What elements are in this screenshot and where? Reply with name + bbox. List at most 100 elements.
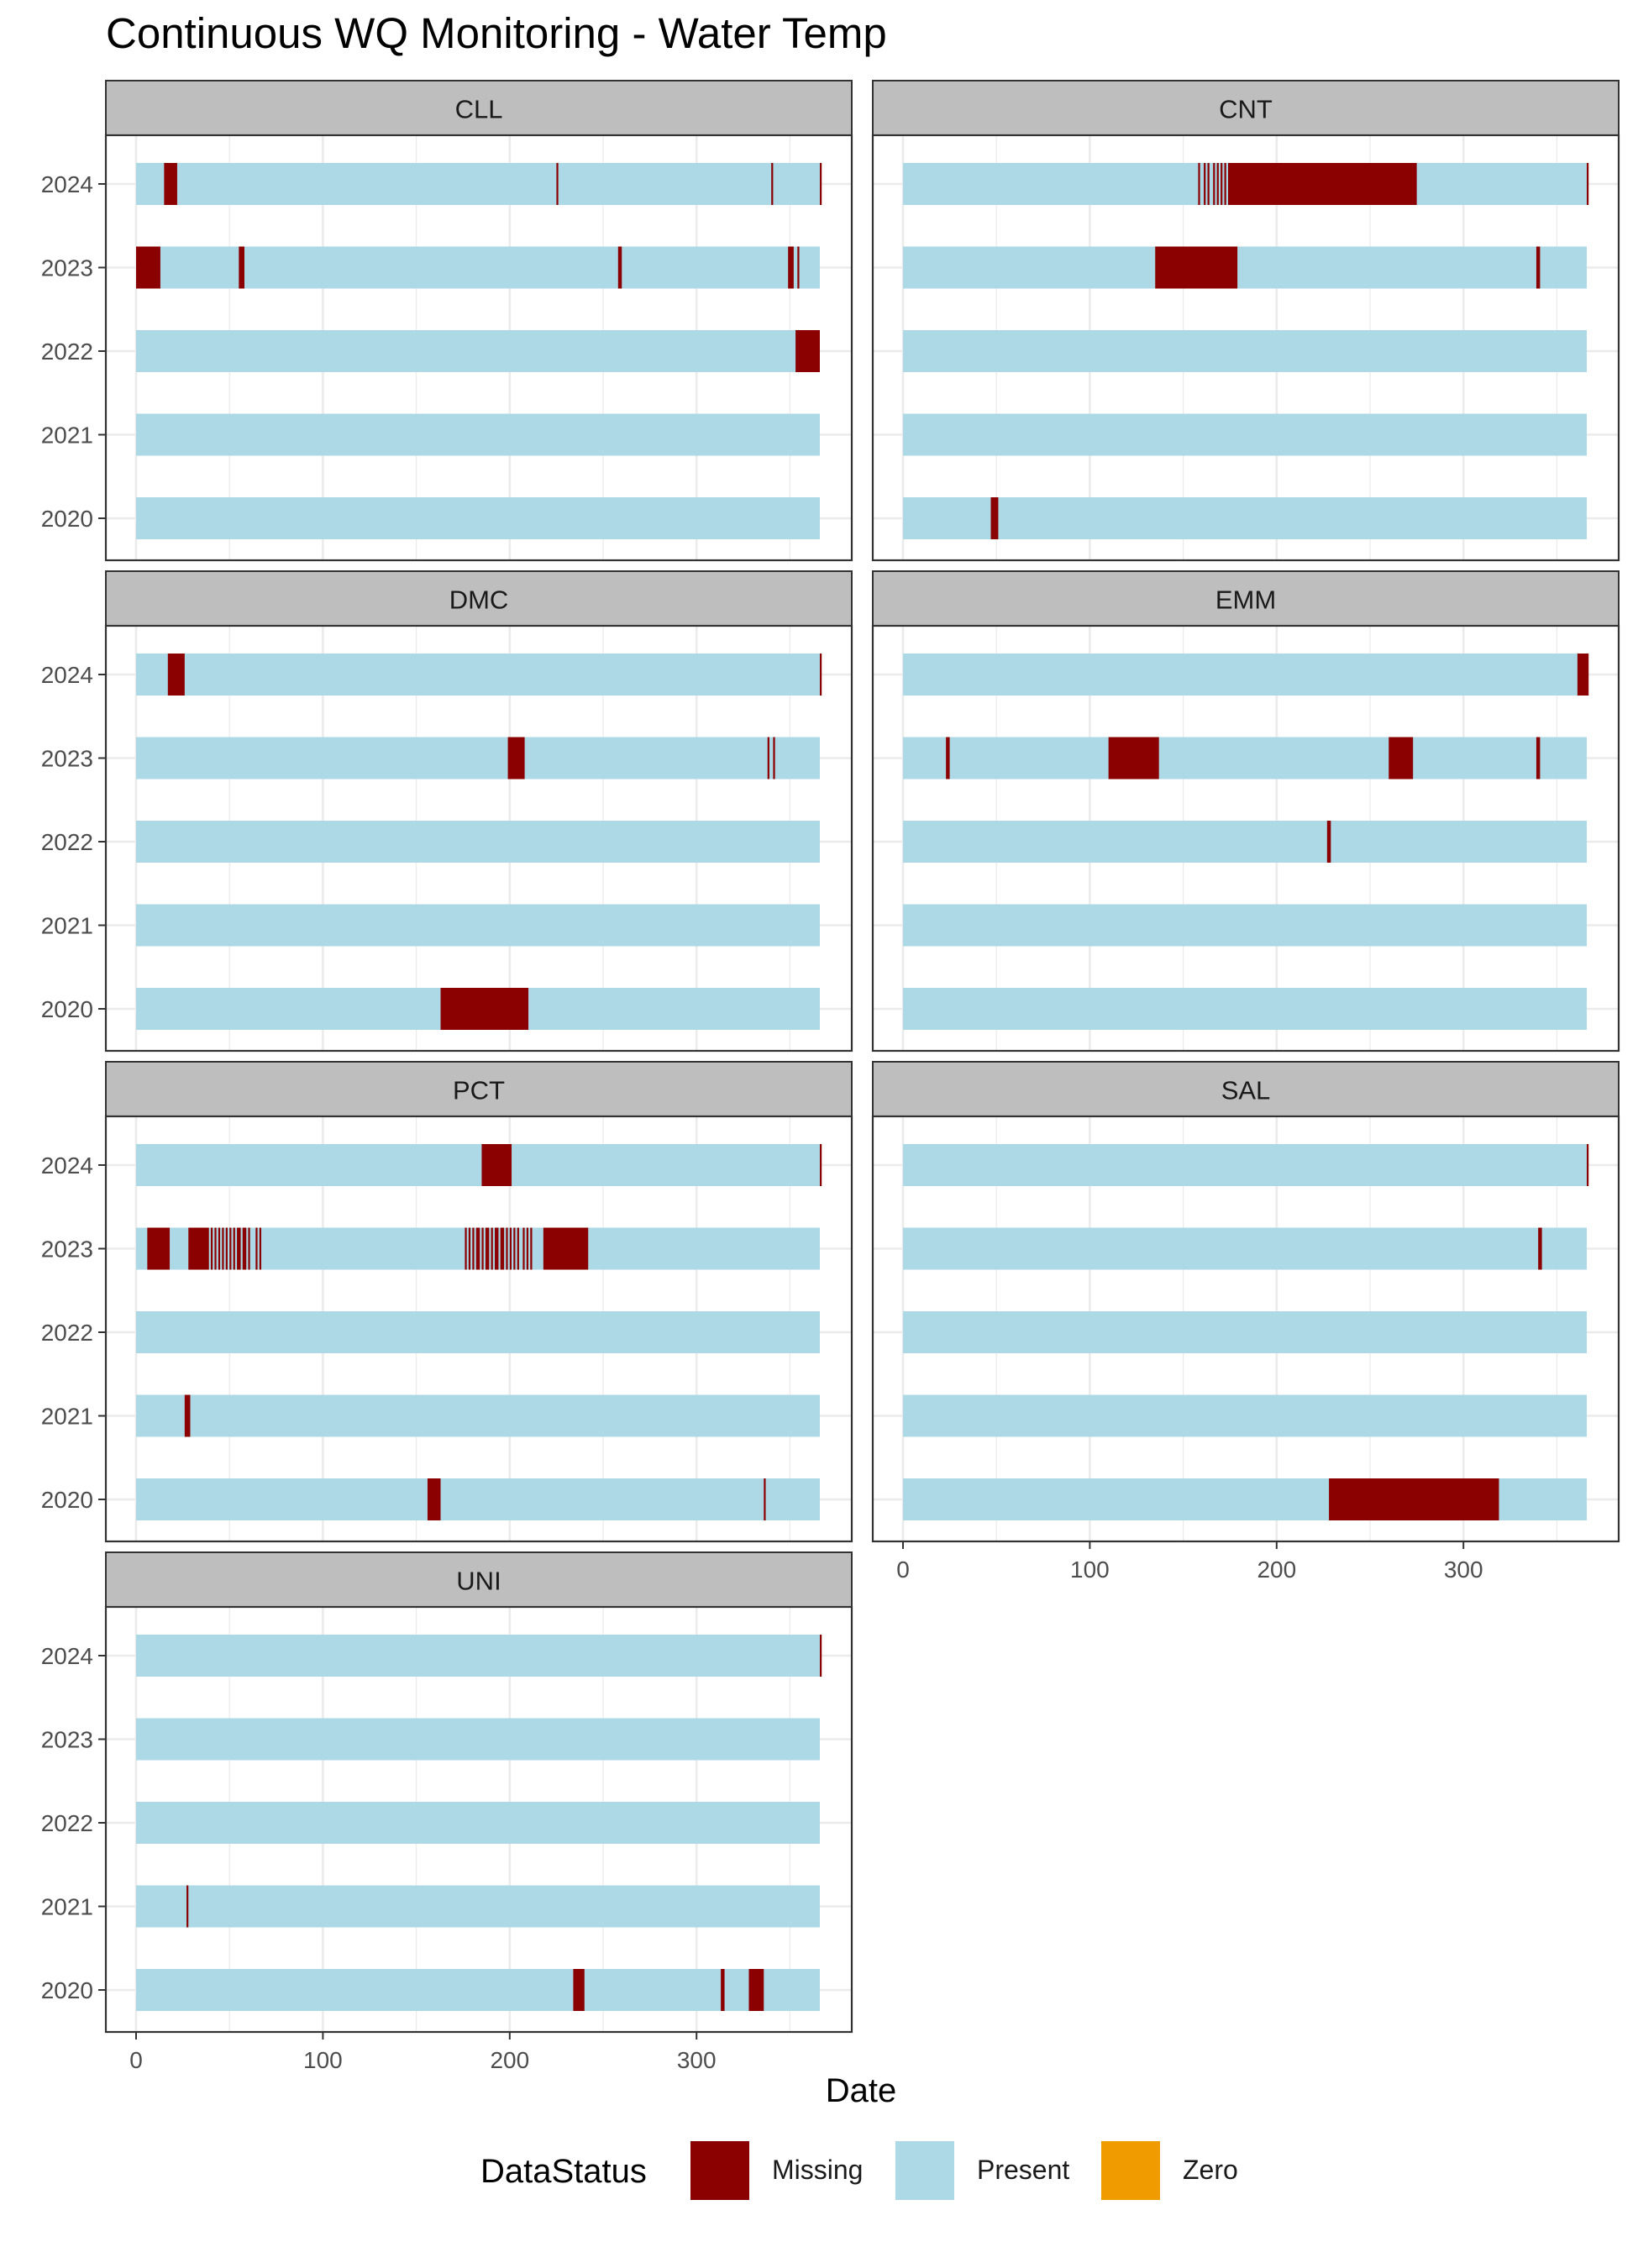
- bar-missing-2023: [522, 1227, 525, 1270]
- bar-missing-2023: [543, 1227, 589, 1270]
- bar-present-2022: [136, 1311, 820, 1353]
- bar-missing-2023: [233, 1227, 235, 1270]
- facet-panel-pct: PCT 2024 2023 2022 2021 2020: [41, 1061, 853, 1543]
- bar-missing-2020: [990, 497, 999, 539]
- facet-strip: [872, 570, 1620, 627]
- bar-present-2022: [903, 330, 1587, 372]
- facet-panel-cnt: CNT: [871, 80, 1620, 562]
- y-tick-label: 2024: [41, 1643, 93, 1669]
- panel-border: [871, 1115, 1620, 1543]
- bar-missing-2020: [748, 1969, 764, 2011]
- bar-present-2020: [903, 497, 1587, 539]
- bar-missing-2024: [820, 163, 822, 205]
- bar-present-2022: [136, 821, 820, 863]
- facet-strip: [105, 570, 853, 627]
- bar-missing-2023: [242, 1227, 247, 1270]
- legend-label-zero: Zero: [1183, 2155, 1238, 2185]
- x-tick-label: 200: [490, 2047, 529, 2073]
- facet-strip: [872, 80, 1620, 136]
- y-tick-label: 2021: [41, 1404, 93, 1430]
- bar-present-2024: [136, 654, 820, 696]
- x-tick-label: 300: [677, 2047, 717, 2073]
- facet-strip: [872, 1061, 1620, 1117]
- bar-present-2021: [903, 904, 1587, 947]
- bar-missing-2024: [167, 654, 185, 696]
- bar-missing-2023: [188, 1227, 209, 1270]
- bar-missing-2024: [556, 163, 559, 205]
- facet-panel-dmc: DMC 2024 2023 2022 2021 2020: [41, 570, 853, 1053]
- bar-present-2021: [136, 1394, 820, 1437]
- bar-missing-2020: [1329, 1478, 1499, 1520]
- panel-border: [104, 624, 853, 1053]
- bar-missing-2024: [1204, 163, 1206, 205]
- bar-missing-2023: [1536, 246, 1541, 289]
- bar-missing-2024: [1198, 163, 1200, 205]
- bar-missing-2023: [136, 246, 160, 289]
- bar-present-2024: [903, 1144, 1587, 1186]
- y-tick-label: 2020: [41, 1487, 93, 1513]
- bar-missing-2023: [225, 1227, 228, 1270]
- bar-missing-2024: [1224, 163, 1226, 205]
- bars: [903, 654, 1589, 1030]
- legend-title: DataStatus: [480, 2153, 647, 2190]
- bar-present-2023: [136, 737, 820, 780]
- facet-strip-label: EMM: [1215, 585, 1276, 615]
- bar-missing-2024: [820, 654, 822, 696]
- bar-missing-2023: [506, 1227, 508, 1270]
- bar-present-2021: [136, 413, 820, 456]
- bar-present-2023: [903, 1227, 1587, 1270]
- panel-border: [871, 134, 1620, 562]
- bar-missing-2020: [721, 1969, 725, 2011]
- bar-missing-2023: [468, 1227, 471, 1270]
- y-tick-label: 2022: [41, 829, 93, 855]
- bar-missing-2023: [485, 1227, 490, 1270]
- y-tick-label: 2020: [41, 996, 93, 1022]
- y-tick-label: 2022: [41, 1320, 93, 1346]
- bar-missing-2020: [573, 1969, 585, 2011]
- facet-strip-label: CNT: [1219, 95, 1273, 124]
- bar-missing-2023: [248, 1227, 250, 1270]
- bar-missing-2024: [820, 1635, 822, 1677]
- bar-missing-2024: [1587, 1144, 1589, 1186]
- bar-missing-2023: [475, 1227, 480, 1270]
- legend-key-missing: [690, 2141, 749, 2200]
- bar-present-2021: [903, 413, 1587, 456]
- facet-panel-emm: EMM: [871, 570, 1620, 1053]
- bar-missing-2023: [239, 246, 244, 289]
- y-tick-label: 2023: [41, 1236, 93, 1263]
- bar-missing-2023: [773, 737, 775, 780]
- legend-label-missing: Missing: [772, 2155, 863, 2185]
- x-tick-label: 100: [303, 2047, 343, 2073]
- bar-missing-2024: [820, 1144, 822, 1186]
- facet-panel-uni: UNI 2024 2023 2022 2021 2020 0 100 200 300: [41, 1551, 853, 2073]
- legend-key-zero: [1101, 2141, 1160, 2200]
- bar-missing-2023: [465, 1227, 467, 1270]
- bar-missing-2022: [1326, 821, 1331, 863]
- bar-missing-2023: [946, 737, 950, 780]
- bar-missing-2023: [237, 1227, 241, 1270]
- bar-missing-2023: [513, 1227, 516, 1270]
- bar-missing-2023: [1108, 737, 1159, 780]
- facet-panels: CLL 2024 2023 2022 2021 2020 CNT DMC 2024 2023 202…: [41, 80, 1620, 2073]
- bar-present-2023: [903, 737, 1587, 780]
- bars: [136, 163, 822, 539]
- bar-missing-2022: [795, 330, 820, 372]
- bars: [136, 1635, 822, 2011]
- x-tick-label: 100: [1070, 1557, 1110, 1583]
- bar-missing-2023: [210, 1227, 213, 1270]
- chart-title: Continuous WQ Monitoring - Water Temp: [106, 9, 887, 57]
- bar-missing-2023: [481, 1227, 484, 1270]
- bar-missing-2023: [530, 1227, 533, 1270]
- bar-present-2020: [136, 1478, 820, 1520]
- bars: [136, 1144, 822, 1520]
- y-tick-label: 2024: [41, 662, 93, 688]
- bar-missing-2024: [164, 163, 177, 205]
- bar-missing-2023: [229, 1227, 232, 1270]
- facet-panel-sal: SAL 0 100 200 300: [871, 1061, 1620, 1583]
- bar-missing-2023: [1538, 1227, 1542, 1270]
- x-tick-label: 0: [129, 2047, 143, 2073]
- facet-strip: [105, 80, 853, 136]
- bar-missing-2024: [1227, 163, 1417, 205]
- facet-strip-label: DMC: [449, 585, 509, 615]
- bar-missing-2023: [214, 1227, 217, 1270]
